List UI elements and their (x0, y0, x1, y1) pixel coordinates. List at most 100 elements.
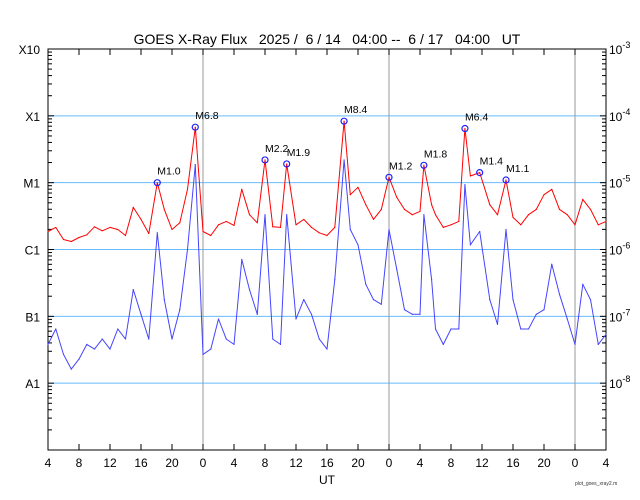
series-point (396, 268, 398, 271)
series-point (210, 234, 212, 237)
y-label-exponent: -4 (622, 107, 630, 117)
series-point (233, 343, 235, 346)
series-point (403, 309, 406, 311)
series-point (582, 283, 584, 285)
x-tick-label: 4 (603, 456, 610, 470)
series-point (286, 214, 288, 216)
y-label-right: 10-4 (609, 107, 630, 124)
series-point (248, 214, 251, 216)
y-label-base: 10 (609, 244, 623, 258)
flare-label: M1.2 (389, 160, 413, 172)
series-point (233, 224, 235, 227)
series-point (124, 338, 127, 340)
series-point (450, 224, 452, 226)
series-point (605, 333, 607, 335)
series-point (310, 313, 313, 315)
series-point (272, 226, 274, 228)
flare-marker (420, 161, 428, 169)
y-label-exponent: -7 (622, 307, 630, 317)
series-point (434, 214, 437, 216)
series-point (411, 313, 413, 315)
series-point (512, 216, 514, 219)
series-point (241, 188, 243, 190)
series-point (156, 232, 158, 234)
series-point (535, 313, 537, 315)
series-point (194, 126, 196, 128)
series-point (419, 210, 421, 213)
flare-label: M2.2 (265, 143, 289, 155)
series-point (597, 343, 599, 346)
y-label-right: 10-5 (609, 174, 630, 191)
x-tick-label: 12 (103, 456, 117, 470)
flare-marker (461, 124, 469, 133)
x-tick-label: 8 (448, 456, 455, 470)
series-point (295, 224, 297, 226)
series-point (217, 318, 220, 320)
series-point (140, 313, 142, 315)
series-point (186, 248, 189, 251)
series-point (566, 214, 568, 216)
series-point (505, 228, 507, 231)
y-label-right: 10-3 (609, 40, 630, 57)
series-point (47, 230, 49, 233)
series-point (423, 214, 425, 216)
series-point (47, 343, 49, 346)
series-point (469, 244, 471, 246)
series-point (109, 226, 111, 229)
series-point (295, 318, 297, 320)
series-point (442, 343, 444, 346)
flare-label: M6.4 (465, 112, 489, 124)
flare-label: M1.0 (157, 166, 181, 178)
series-point (558, 293, 561, 295)
series-point (574, 343, 576, 346)
series-point (93, 226, 96, 228)
x-tick-label: 8 (76, 456, 83, 470)
x-tick-label: 16 (134, 456, 148, 470)
series-point (248, 289, 251, 291)
series-point (343, 120, 345, 122)
series-point (171, 228, 173, 231)
y-label-exponent: -5 (622, 174, 630, 184)
y-label-exponent: -8 (622, 374, 630, 384)
series-point (156, 182, 158, 184)
series-point (520, 328, 522, 330)
series-point (217, 224, 220, 226)
y-label-base: 10 (609, 110, 623, 124)
series-point (55, 328, 57, 330)
series-point (496, 214, 499, 216)
x-tick-label: 0 (572, 456, 579, 470)
series-point (326, 348, 328, 350)
series-point (132, 289, 134, 291)
series-point (86, 343, 88, 346)
series-point (117, 228, 119, 231)
flare-label: M6.8 (195, 110, 219, 122)
series-point (442, 226, 444, 229)
series-point (148, 338, 150, 340)
series-point (272, 338, 274, 340)
series-point (171, 338, 173, 340)
series-point (479, 230, 481, 233)
series-point (403, 208, 406, 210)
x-tick-label: 20 (351, 456, 365, 470)
series-point (431, 278, 433, 281)
y-label-left: B1 (25, 310, 40, 324)
series-point (241, 258, 243, 261)
series-point (132, 206, 134, 208)
flare-label: M8.4 (344, 104, 368, 116)
series-point (225, 220, 227, 223)
flare-marker (153, 179, 161, 187)
series-line-long (47, 120, 607, 242)
y-label-left: M1 (23, 177, 40, 191)
series-point (464, 127, 466, 130)
series-point (349, 194, 351, 196)
series-point (163, 208, 165, 210)
y-label-left: A1 (25, 377, 40, 391)
series-point (101, 338, 103, 340)
series-point (349, 228, 351, 231)
series-point (431, 204, 433, 206)
series-point (505, 179, 507, 181)
flare-marker (385, 173, 393, 181)
series-point (62, 353, 65, 356)
series-point (388, 228, 390, 231)
